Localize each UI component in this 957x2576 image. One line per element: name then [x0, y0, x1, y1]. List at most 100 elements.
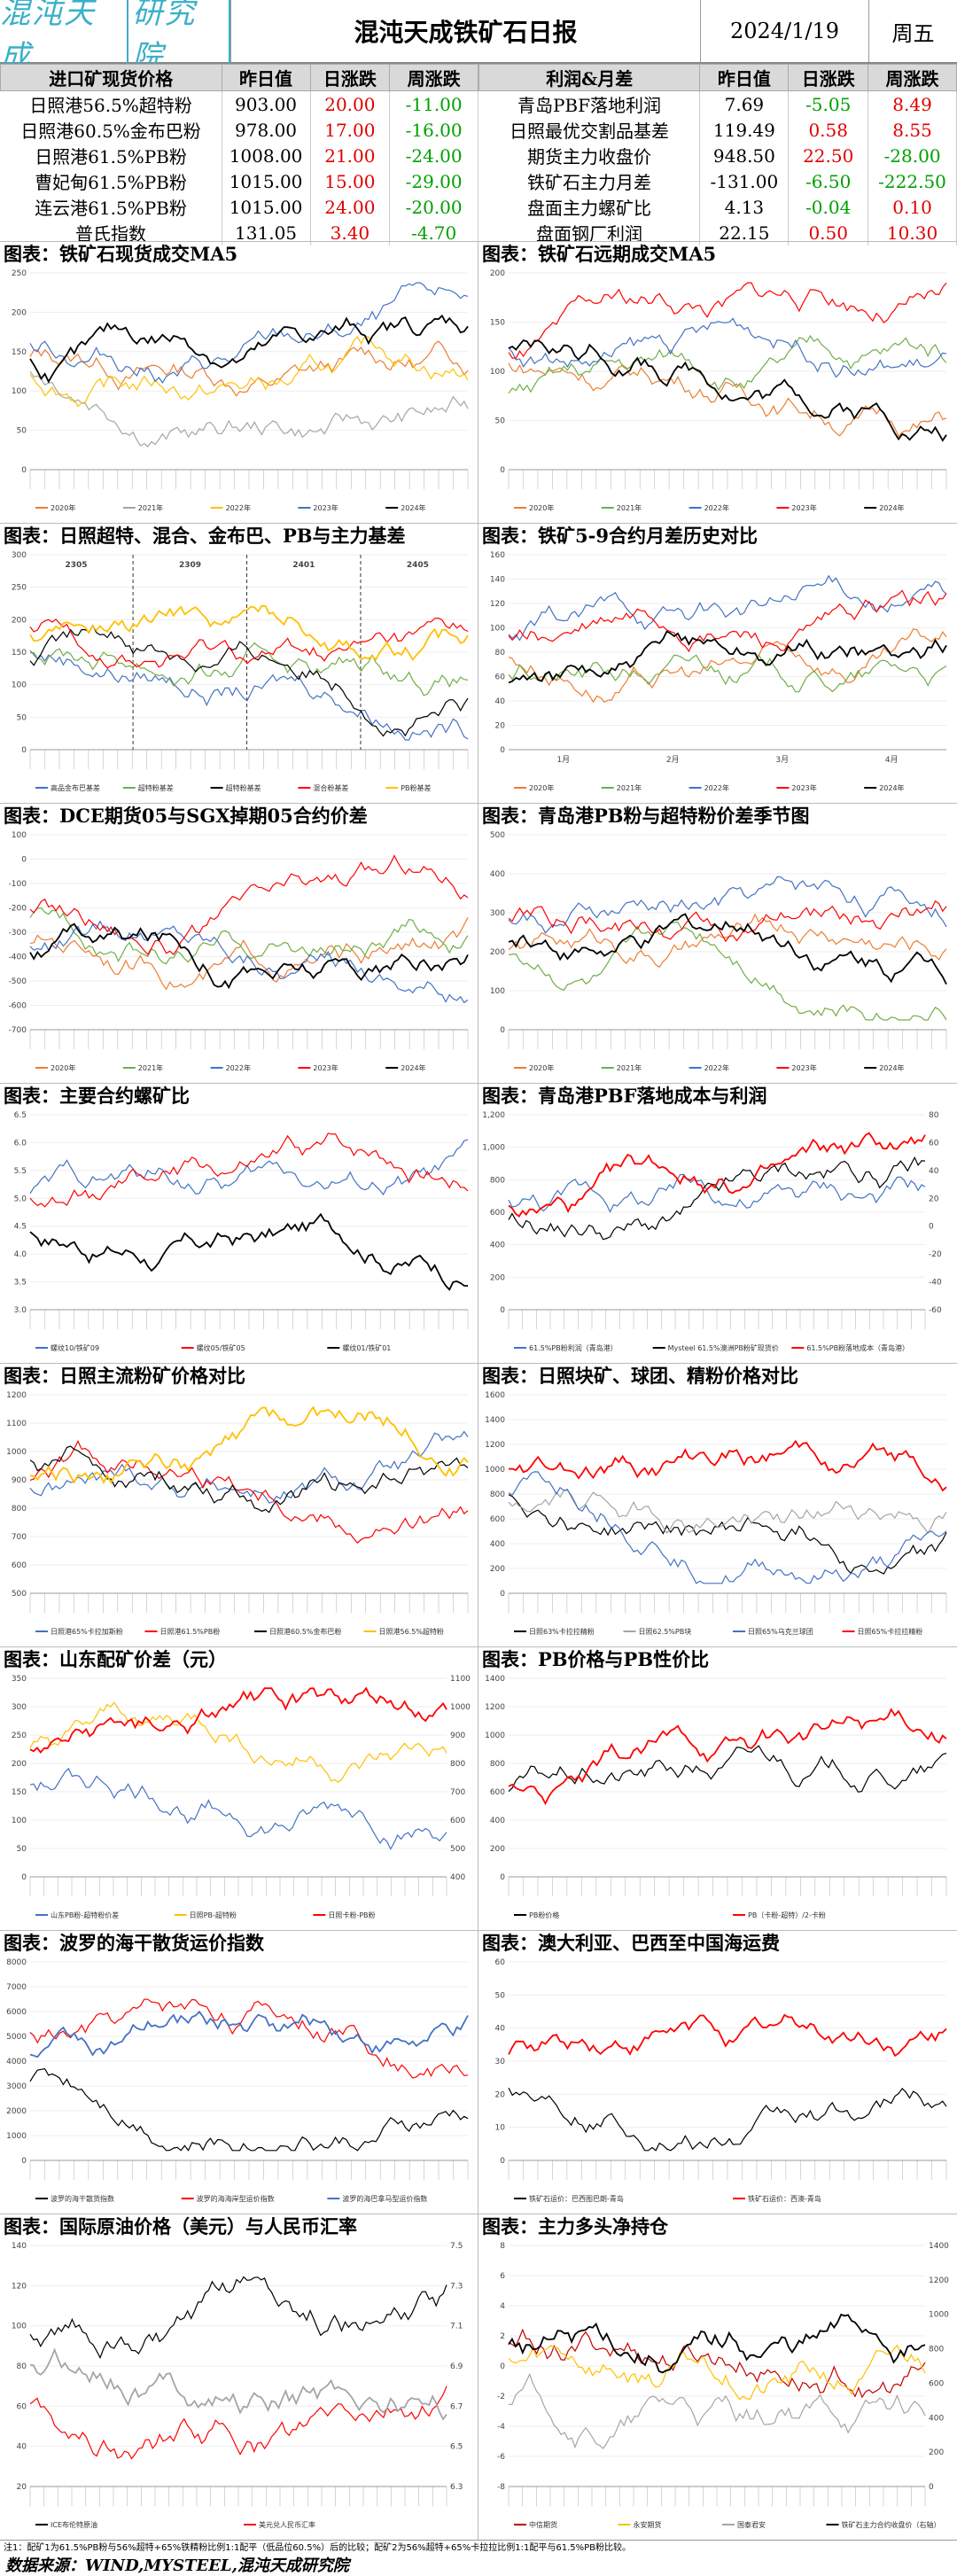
y-tick-label: 40	[495, 2025, 506, 2034]
y2-tick-label: 200	[929, 2448, 944, 2457]
chart-title: 图表：国际原油价格（美元）与人民币汇率	[0, 2214, 478, 2238]
series-line	[29, 642, 469, 697]
y-tick-label: 2	[500, 2332, 505, 2341]
series-line	[29, 2347, 447, 2421]
series-line	[29, 335, 469, 408]
legend-label: 2024年	[879, 1063, 904, 1072]
series-line	[508, 574, 947, 642]
y-tick-label: -6	[497, 2453, 505, 2462]
y-tick-label: 1200	[485, 1441, 505, 1450]
y2-tick-label: 20	[929, 1195, 939, 1203]
chart-plot: 1200 1100 1000 900 800 700 600 500 日照港65%卡拉加斯粉 日照…	[6, 1391, 469, 1636]
row-week-change: 8.55	[868, 117, 957, 143]
chart-panel: 图表：青岛港PB粉与超特粉价差季节图 500 400 300 200 100 0 2020年 2…	[478, 803, 957, 1083]
series-line	[508, 1439, 947, 1492]
series-line	[29, 917, 469, 991]
row-week-change: -29.00	[389, 168, 478, 194]
y2-tick-label: 7.3	[450, 2282, 463, 2291]
y2-tick-label: 800	[929, 2346, 944, 2354]
legend-label: 中信期货	[529, 2520, 557, 2529]
y-tick-label: 600	[490, 1515, 505, 1524]
legend-label: 2023年	[313, 503, 338, 512]
y-tick-label: 4.0	[14, 1250, 27, 1259]
y-tick-label: 250	[12, 584, 27, 593]
y-tick-label: -500	[9, 977, 27, 986]
y2-tick-label: 1400	[929, 2242, 949, 2251]
column-header: 进口矿现货价格	[0, 64, 222, 91]
y-tick-label: 200	[490, 1845, 505, 1854]
chart-title: 图表：青岛港PB粉与超特粉价差季节图	[478, 803, 957, 828]
legend-label: 日照62.5%PB块	[639, 1627, 692, 1636]
row-value: 978.00	[222, 117, 311, 143]
legend-label: 2022年	[704, 503, 729, 512]
series-line	[29, 1212, 469, 1291]
y-tick-label: 400	[490, 1540, 505, 1549]
y-tick-label: 400	[490, 870, 505, 879]
chart-title: 图表：DCE期货05与SGX掉期05合约价差	[0, 803, 478, 828]
chart-plot: 1600 1400 1200 1000 800 600 400 200 0 日照63%卡拉拉精粉 日…	[485, 1391, 947, 1636]
legend-label: 2021年	[617, 783, 642, 792]
series-line	[29, 2276, 447, 2360]
y-tick-label: 150	[12, 1788, 27, 1797]
y-tick-label: 60	[17, 2402, 27, 2411]
legend-label: 2021年	[617, 1063, 642, 1072]
y-tick-label: 0	[500, 1306, 505, 1315]
chart-panel: 图表：澳大利亚、巴西至中国海运费 60 50 40 30 20 10 0 铁矿石运价：巴西图巴朗…	[478, 1930, 957, 2214]
series-line	[508, 1708, 947, 1806]
y-tick-label: 1100	[6, 1420, 27, 1428]
row-value: 7.69	[699, 90, 790, 117]
chart-title: 图表：铁矿5-9合约月差历史对比	[478, 523, 957, 548]
y-tick-label: 600	[490, 1788, 505, 1797]
y-tick-label: 8000	[6, 1958, 27, 1967]
series-line	[508, 334, 947, 394]
y-tick-label: 80	[17, 2362, 27, 2371]
chart-title: 图表：主力多头净持仓	[478, 2214, 957, 2238]
series-line	[29, 604, 469, 661]
x-tick-label: 3月	[775, 755, 789, 765]
series-line	[29, 920, 469, 1004]
y-tick-label: 80	[495, 649, 506, 658]
y-tick-label: -2	[497, 2393, 505, 2401]
y-tick-label: 50	[495, 1991, 506, 2000]
footnote: 注1：配矿1为61.5%PB粉与56%超特+65%铁精粉比例1:1配平（低品位6…	[0, 2540, 957, 2556]
y-tick-label: 150	[490, 319, 505, 328]
y-tick-label: 1000	[485, 1732, 505, 1740]
page-title: 混沌天成铁矿石日报	[230, 0, 700, 62]
series-line	[508, 2344, 926, 2401]
y-tick-label: 0	[500, 1026, 505, 1035]
y2-tick-label: -60	[929, 1306, 942, 1315]
y-tick-label: 250	[12, 1732, 27, 1740]
chart-title: 图表：日照超特、混合、金布巴、PB与主力基差	[0, 523, 478, 548]
y-tick-label: 7000	[6, 1983, 27, 1992]
y-tick-label: 150	[12, 649, 27, 658]
series-line	[29, 1430, 469, 1504]
annotation-label: 2305	[66, 561, 88, 570]
y-tick-label: 200	[490, 1565, 505, 1574]
y-tick-label: 200	[490, 1273, 505, 1282]
y-tick-label: 100	[12, 1817, 27, 1825]
chart-title: 图表：波罗的海干散货运价指数	[0, 1930, 478, 1955]
row-week-change: -24.00	[389, 143, 478, 168]
legend-label: 国泰君安	[737, 2520, 766, 2529]
series-line	[29, 1445, 469, 1514]
y-tick-label: 1400	[485, 1416, 505, 1425]
legend-label: 2020年	[51, 503, 75, 512]
table-row: 连云港61.5%PB粉 1015.00 24.00 -20.00	[0, 194, 478, 220]
legend-label: 2021年	[617, 503, 642, 512]
y2-tick-label: 0	[929, 1223, 934, 1232]
series-line	[508, 876, 947, 934]
logo-main-text: 混沌天成	[0, 0, 96, 74]
chart-title: 图表：主要合约螺矿比	[0, 1083, 478, 1108]
legend-label: 波罗的海海岸型运价指数	[197, 2194, 275, 2203]
y-tick-label: -100	[9, 880, 27, 889]
legend-label: 螺纹01/铁矿01	[342, 1343, 391, 1352]
y-tick-label: 5.0	[14, 1195, 27, 1203]
y-tick-label: 200	[12, 308, 27, 317]
legend-label: 2024年	[879, 503, 904, 512]
x-tick-label: 4月	[885, 755, 899, 765]
annotation-label: 2405	[407, 561, 429, 570]
legend-label: 2022年	[704, 1063, 729, 1072]
legend-label: 山东PB粉-超特粉价差	[51, 1911, 119, 1919]
y2-tick-label: 1200	[929, 2276, 949, 2285]
legend-label: Mysteel 61.5%澳洲PB粉矿现货价	[668, 1343, 779, 1352]
